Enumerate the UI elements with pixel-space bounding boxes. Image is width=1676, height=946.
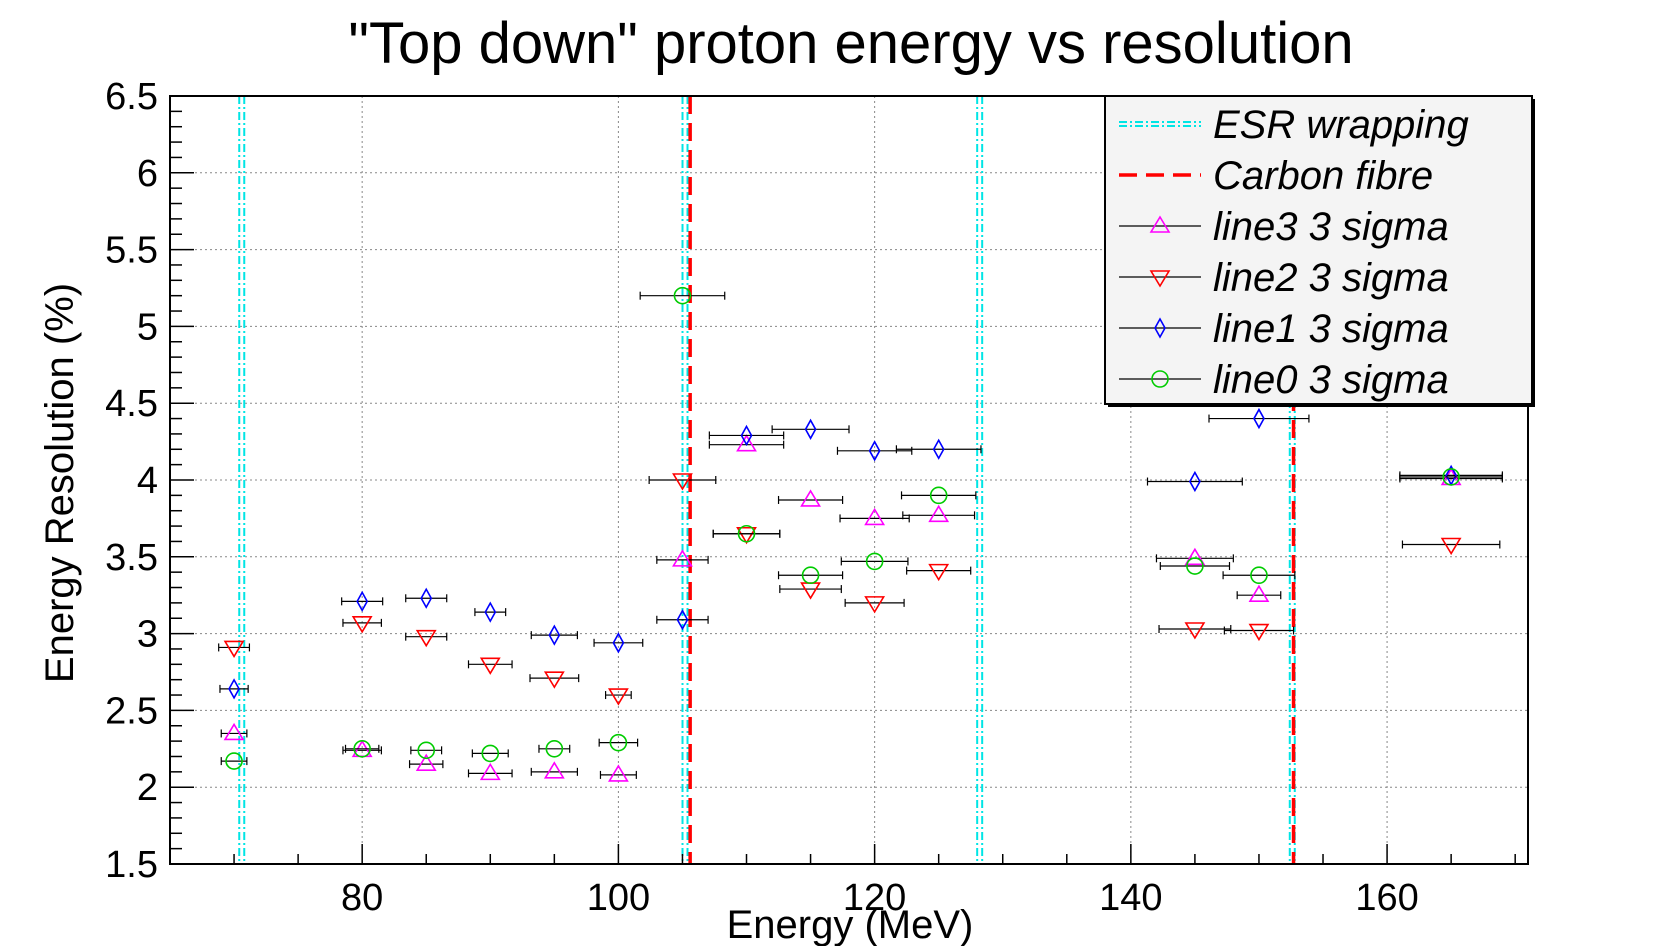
line1-point [548, 624, 561, 646]
line2-point [736, 526, 757, 545]
legend-label: line2 3 sigma [1213, 256, 1449, 300]
y-tick-label: 2.5 [105, 690, 158, 732]
line1-point [1188, 470, 1201, 493]
line1-point [420, 587, 433, 609]
y-tick-label: 5.5 [105, 230, 158, 272]
y-tick-label: 6.5 [105, 76, 158, 118]
line0-point [673, 286, 692, 305]
line2-point [479, 657, 501, 675]
line0-series [220, 286, 1503, 770]
chart-title: "Top down" proton energy vs resolution [348, 11, 1353, 76]
x-tick-label: 100 [587, 877, 650, 919]
legend-marker [1149, 270, 1171, 288]
line0-point [609, 733, 628, 752]
line3-point [736, 434, 757, 452]
line0-point [481, 744, 500, 763]
line3-point [1248, 584, 1270, 603]
legend-label: ESR wrapping [1213, 103, 1469, 147]
line1-point [868, 440, 881, 462]
line0-point [545, 739, 564, 758]
x-tick-label: 120 [843, 877, 906, 919]
line1-point [612, 632, 625, 654]
line2-point [1184, 622, 1206, 640]
line0-point [1442, 468, 1460, 486]
line3-point [672, 549, 693, 567]
line1-point [676, 609, 689, 631]
line0-point [353, 739, 371, 758]
y-tick-label: 2 [137, 767, 158, 809]
line3-point [607, 764, 629, 782]
line0-point [225, 752, 243, 770]
line2-point [672, 473, 693, 491]
line3-point [479, 762, 501, 781]
line1-series [219, 407, 1503, 700]
line2-point [800, 582, 821, 600]
line3-point [543, 761, 565, 779]
legend-label: line3 3 sigma [1213, 205, 1449, 249]
x-tick-label: 160 [1355, 877, 1418, 919]
line3-series [220, 434, 1503, 782]
line2-point [351, 616, 373, 634]
line0-point [801, 566, 820, 585]
line3-point [928, 504, 950, 523]
line1-point [484, 601, 497, 623]
line2-point [864, 596, 886, 614]
line2-series [218, 473, 1501, 706]
line0-point [865, 552, 884, 571]
line2-point [607, 688, 629, 706]
legend-label: line1 3 sigma [1213, 307, 1449, 351]
line1-point [932, 438, 945, 460]
line2-point [928, 563, 950, 582]
x-tick-label: 140 [1099, 877, 1162, 919]
legend-label: Carbon fibre [1213, 154, 1433, 198]
legend-marker [1151, 370, 1169, 388]
legend: ESR wrapping Carbon fibre line3 3 sigma lin… [1104, 95, 1535, 407]
y-tick-label: 3 [137, 614, 158, 656]
line3-point [800, 489, 821, 507]
line1-point [740, 424, 753, 447]
line3-point [415, 753, 437, 771]
line3-point [223, 722, 245, 741]
y-tick-label: 6 [137, 153, 158, 195]
axes: 80 100 120 140 160 1.5 2 2.5 3 3.5 4 4.5 5 5.5 6 6.5 [105, 76, 1516, 919]
y-tick-label: 1.5 [105, 844, 158, 886]
legend-marker [1154, 317, 1166, 339]
line0-point [1186, 557, 1204, 575]
y-axis-label: Energy Resolution (%) [38, 283, 82, 683]
line3-point [1184, 547, 1206, 566]
y-tick-label: 4 [137, 460, 158, 502]
line0-point [417, 741, 436, 760]
legend-box [1104, 95, 1533, 405]
line1-point [228, 678, 240, 700]
line2-point [223, 640, 245, 658]
line2-point [1440, 537, 1462, 556]
legend-label: line0 3 sigma [1213, 358, 1449, 402]
line1-point [804, 418, 817, 440]
line0-point [737, 524, 756, 543]
line1-point [1253, 407, 1265, 430]
line3-point [864, 507, 886, 526]
line2-point [415, 629, 437, 648]
line2-point [1248, 623, 1270, 642]
data-series [218, 286, 1503, 782]
y-tick-label: 4.5 [105, 383, 158, 425]
y-tick-label: 3.5 [105, 537, 158, 579]
legend-marker [1149, 215, 1171, 233]
x-axis-label: Energy (MeV) [727, 903, 974, 946]
y-tick-label: 5 [137, 306, 158, 348]
line1-point [356, 590, 369, 612]
line0-point [929, 486, 948, 505]
line0-point [1250, 566, 1268, 585]
line2-point [543, 671, 565, 689]
x-tick-label: 80 [341, 877, 383, 919]
